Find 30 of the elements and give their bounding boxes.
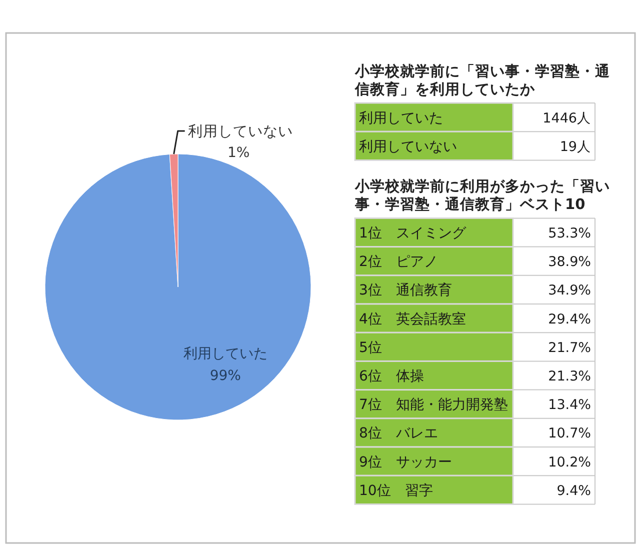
text: 小学校就学前に「習い事・学習塾・通信教育」を利用していたか <box>354 63 610 98</box>
data-label: 21.3% <box>548 368 592 384</box>
category-label: 3位 通信教育 <box>359 282 452 299</box>
data-label: 1446人 <box>542 110 591 126</box>
category-label: 10位 習字 <box>359 482 433 499</box>
category-label: 7位 知能・能力開発塾 <box>359 397 508 414</box>
category-label: 2位 ピアノ <box>359 254 438 270</box>
slice-label: 利用していない <box>188 123 293 140</box>
data-label: 21.7% <box>548 340 592 356</box>
data-label: 19人 <box>560 138 591 155</box>
data-label: 10.2% <box>548 454 592 470</box>
data-label: 53.3% <box>548 226 592 242</box>
category-label: 利用していた <box>359 110 443 126</box>
data-label: 10.7% <box>548 426 592 442</box>
data-label: 1% <box>227 145 250 161</box>
data-label: 9.4% <box>556 482 592 499</box>
data-label: 29.4% <box>548 311 592 328</box>
category-label: 8位 バレエ <box>359 426 438 442</box>
category-label: 利用していない <box>359 138 457 155</box>
data-label: 99% <box>210 368 241 384</box>
category-label: 6位 体操 <box>359 368 424 384</box>
data-label: 34.9% <box>548 282 592 299</box>
slice-label: 利用していた <box>183 346 268 362</box>
data-label: 38.9% <box>548 254 592 270</box>
text: 小学校就学前に利用が多かった「習い事・学習塾・通信教育」ベスト10 <box>354 178 610 214</box>
category-label: 5位 <box>359 340 382 356</box>
category-label: 9位 サッカー <box>359 454 452 470</box>
category-label: 4位 英会話教室 <box>359 311 466 328</box>
data-label: 13.4% <box>548 397 592 414</box>
category-label: 1位 スイミング <box>359 226 467 242</box>
